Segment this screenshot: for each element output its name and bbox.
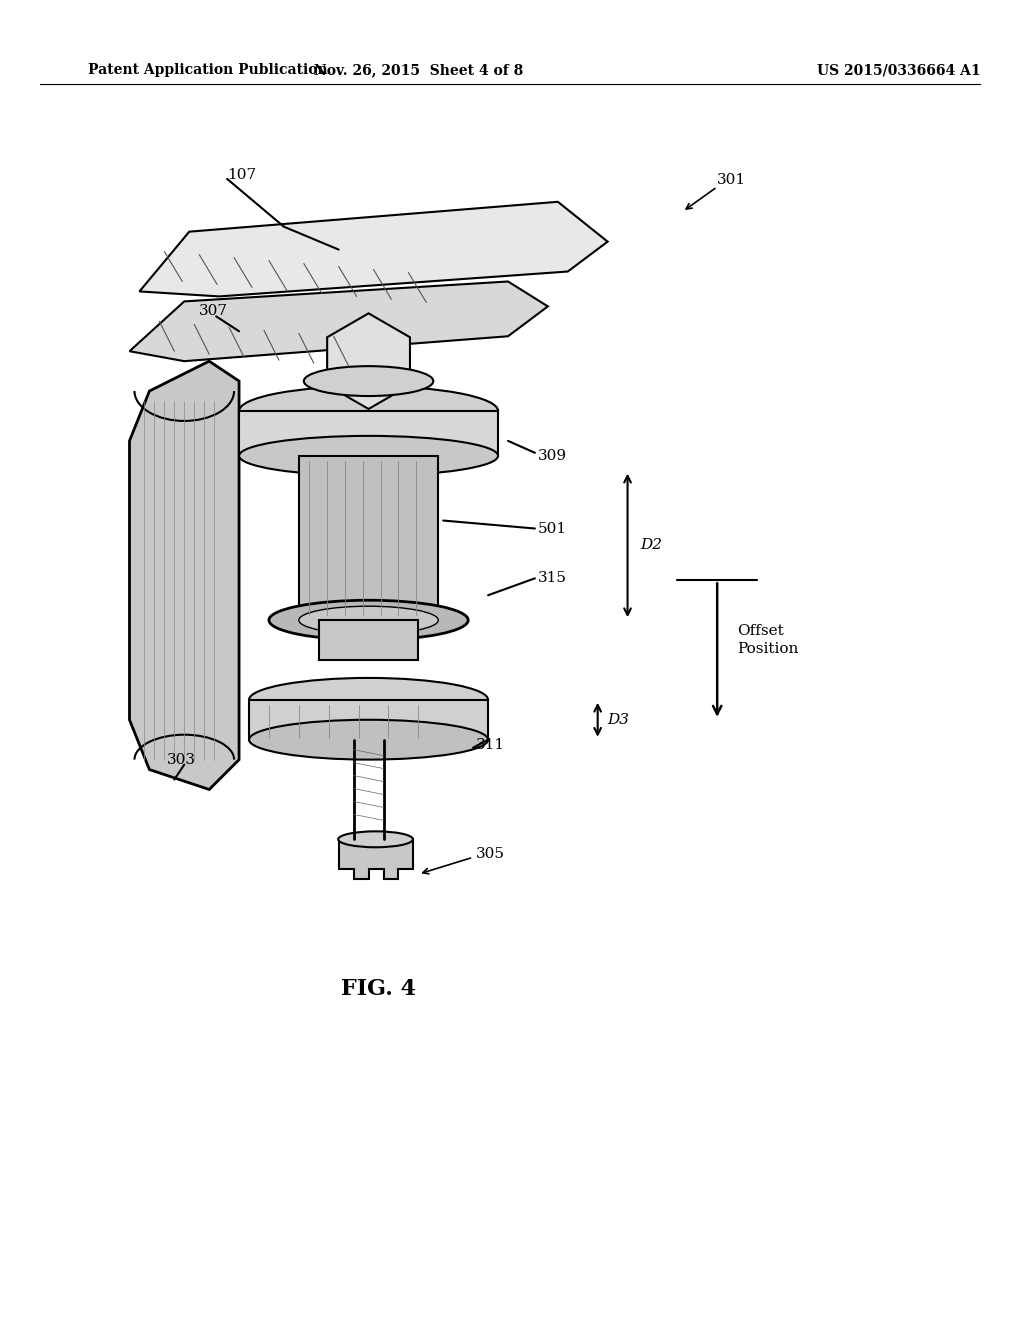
Text: 303: 303 <box>167 752 197 767</box>
Polygon shape <box>318 620 419 660</box>
Text: D3: D3 <box>607 713 630 727</box>
Text: Patent Application Publication: Patent Application Publication <box>88 63 328 78</box>
Ellipse shape <box>299 606 438 634</box>
Text: US 2015/0336664 A1: US 2015/0336664 A1 <box>817 63 980 78</box>
Ellipse shape <box>239 436 498 475</box>
Polygon shape <box>339 840 414 879</box>
Text: 305: 305 <box>476 847 505 861</box>
Polygon shape <box>239 411 498 455</box>
Text: FIG. 4: FIG. 4 <box>341 978 416 999</box>
Text: 315: 315 <box>538 572 567 585</box>
Polygon shape <box>129 362 239 789</box>
Text: 501: 501 <box>538 521 567 536</box>
Text: 307: 307 <box>200 305 228 318</box>
Ellipse shape <box>249 719 488 759</box>
Polygon shape <box>249 700 488 739</box>
Text: 309: 309 <box>538 449 567 463</box>
Polygon shape <box>139 202 607 297</box>
Polygon shape <box>299 455 438 620</box>
Polygon shape <box>129 281 548 362</box>
Ellipse shape <box>249 678 488 722</box>
Text: D2: D2 <box>640 539 663 553</box>
Text: Offset
Position: Offset Position <box>737 624 799 656</box>
Ellipse shape <box>338 832 413 847</box>
Text: 301: 301 <box>717 173 746 187</box>
Ellipse shape <box>239 385 498 436</box>
Ellipse shape <box>269 601 468 640</box>
Text: 107: 107 <box>227 168 256 182</box>
Ellipse shape <box>304 366 433 396</box>
Polygon shape <box>327 313 410 409</box>
Text: 311: 311 <box>476 738 505 751</box>
Text: Nov. 26, 2015  Sheet 4 of 8: Nov. 26, 2015 Sheet 4 of 8 <box>313 63 523 78</box>
